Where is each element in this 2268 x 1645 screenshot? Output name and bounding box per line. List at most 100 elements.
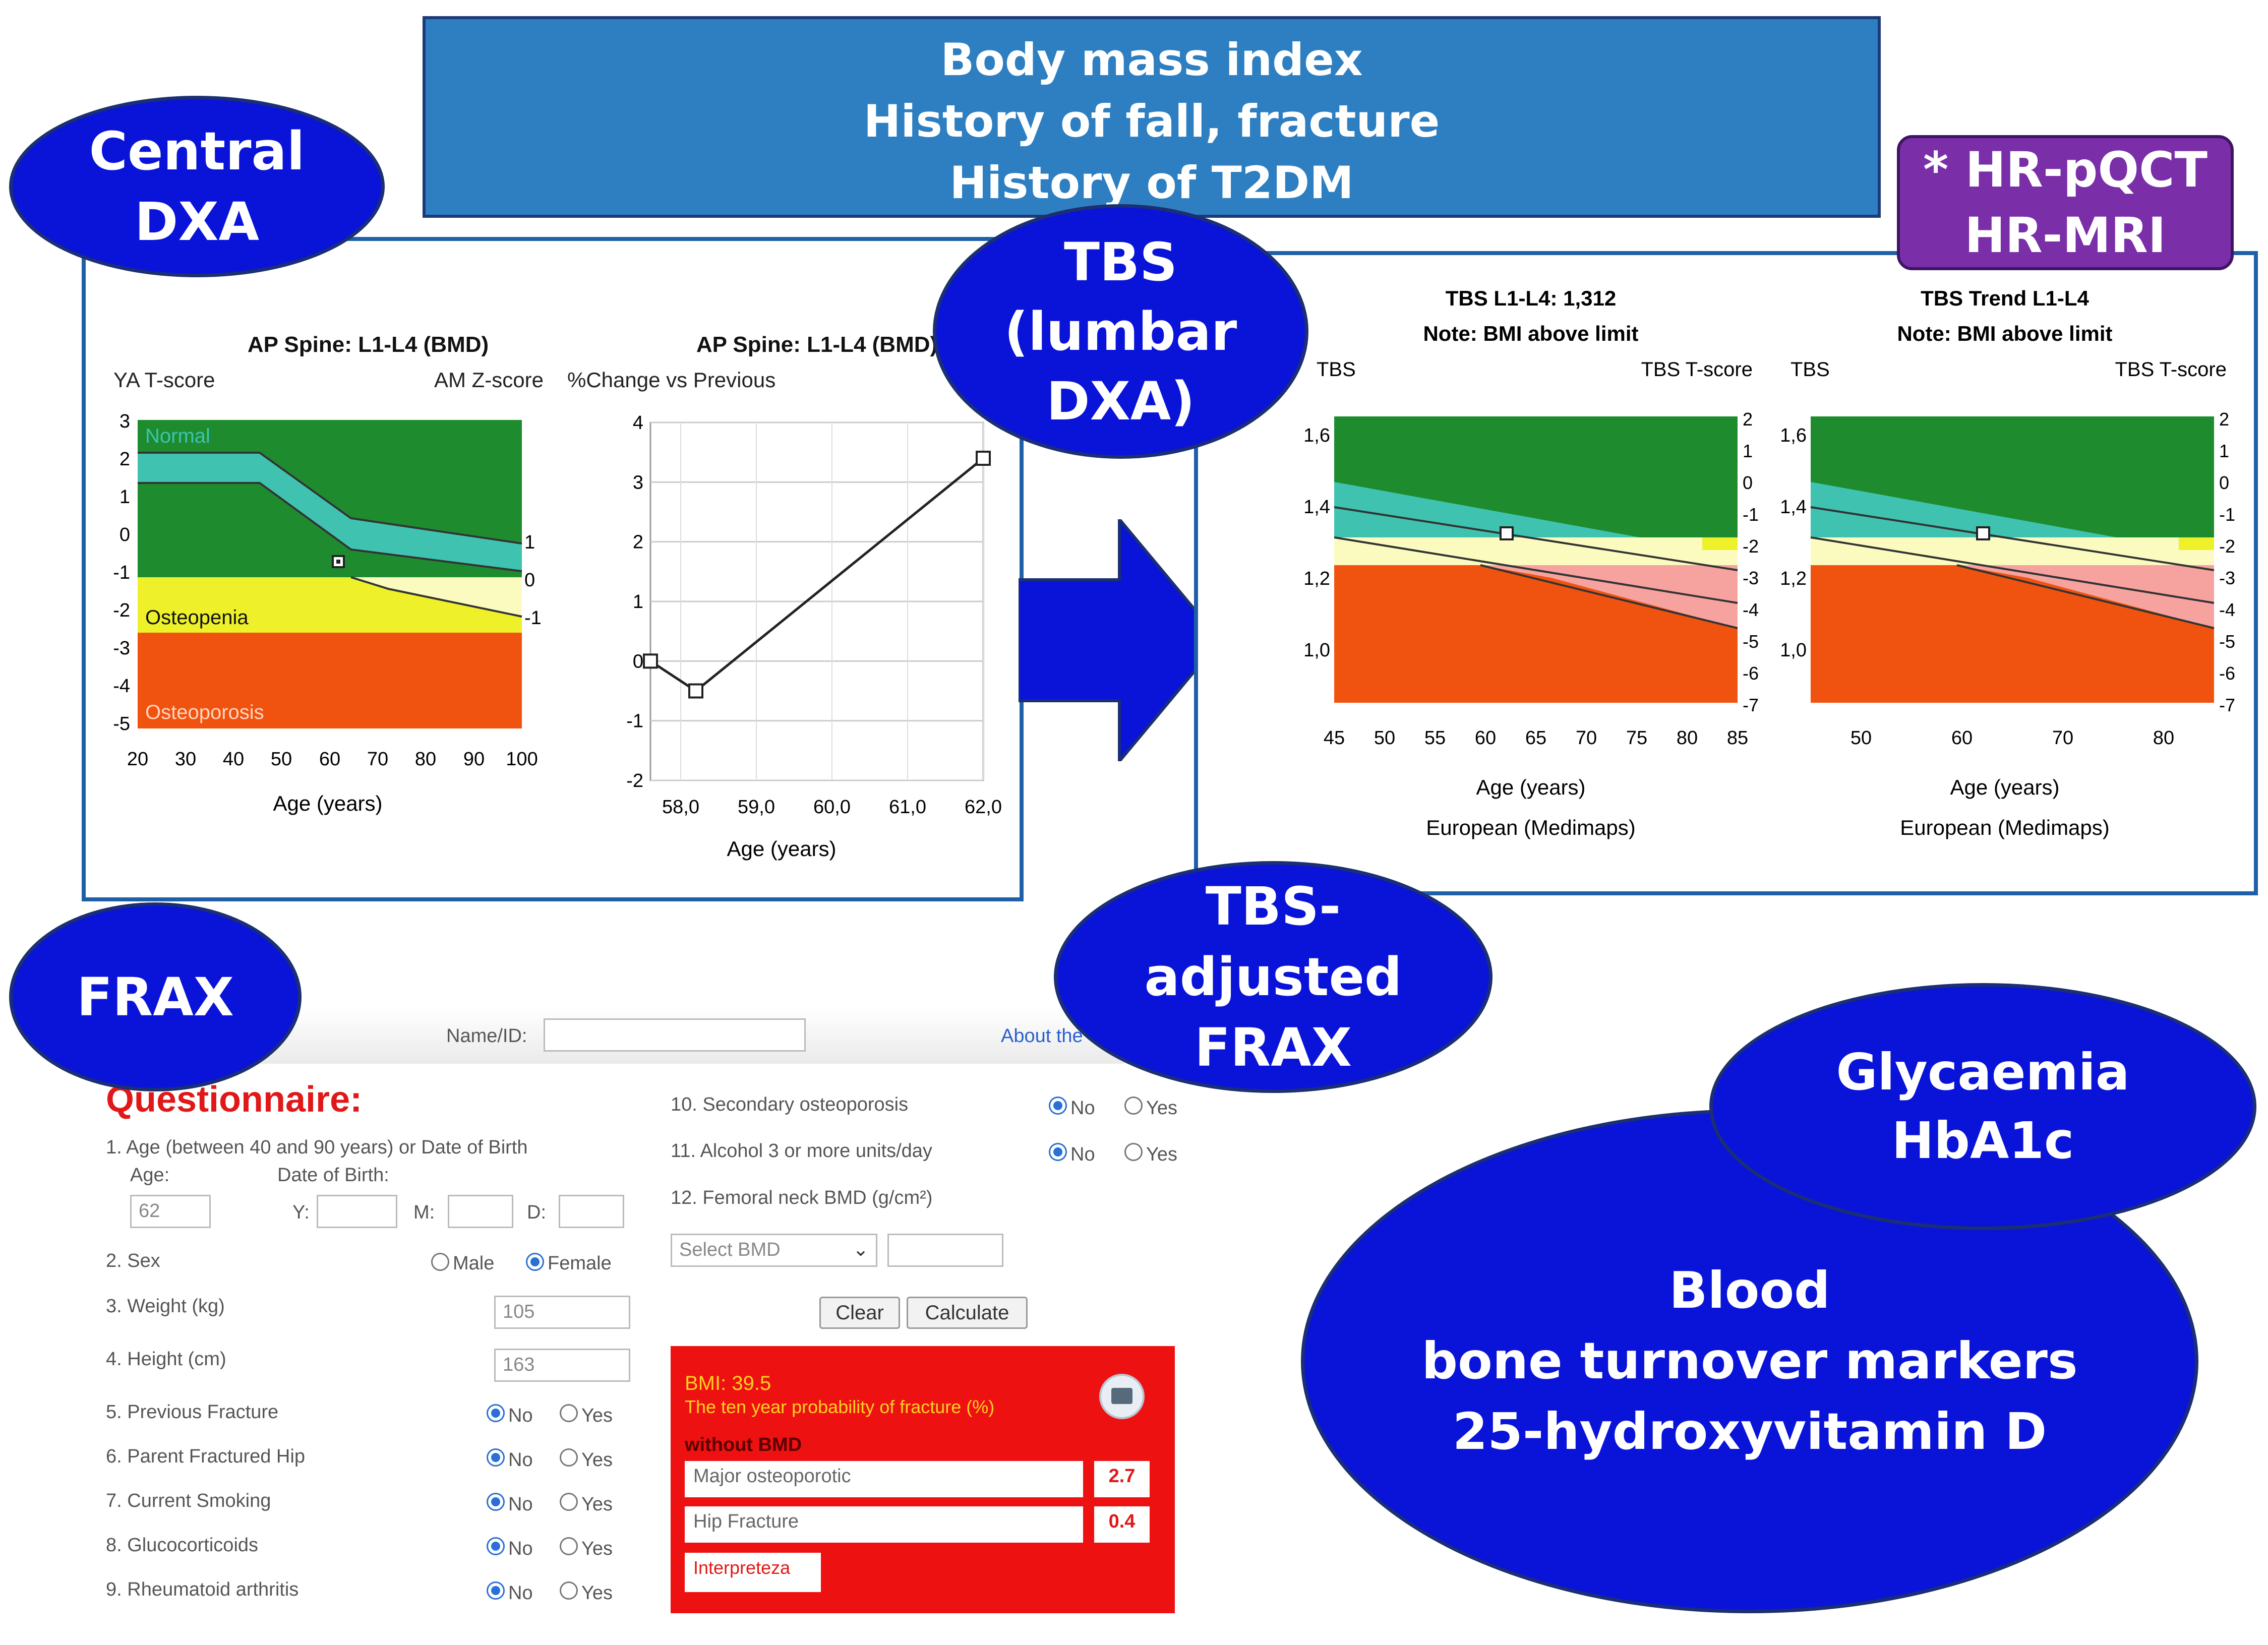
y-tick: -5 xyxy=(113,713,130,735)
weight-input[interactable]: 105 xyxy=(494,1296,630,1329)
q8-yes-radio[interactable] xyxy=(560,1537,578,1555)
name-id-input[interactable] xyxy=(544,1018,806,1052)
q5-no-radio[interactable] xyxy=(487,1404,505,1422)
right-arrow-icon xyxy=(1019,519,1222,761)
risk-factors-box: Body mass index History of fall, fractur… xyxy=(423,16,1881,218)
central-dxa-label: Central DXA xyxy=(9,96,385,277)
age-input[interactable]: 62 xyxy=(130,1195,211,1228)
blood-line3: 25-hydroxyvitamin D xyxy=(1452,1402,2047,1461)
q10-yes-radio[interactable] xyxy=(1124,1096,1143,1115)
ry-tick: 0 xyxy=(1743,472,1753,493)
dxa-chart1-title: AP Spine: L1-L4 (BMD) xyxy=(248,332,489,357)
interpret-button[interactable]: Interpreteza xyxy=(685,1553,821,1592)
tbs-chart2-title: TBS Trend L1-L4 xyxy=(1921,286,2089,310)
y-tick: -1 xyxy=(113,562,130,583)
ry-tick: -7 xyxy=(2219,695,2235,715)
ry-tick: -1 xyxy=(524,607,542,629)
frax-text: FRAX xyxy=(77,966,234,1028)
x-tick: 50 xyxy=(1374,727,1395,749)
y-tick: 0 xyxy=(120,524,130,545)
x-tick: 59,0 xyxy=(738,797,775,818)
q8-no-radio[interactable] xyxy=(487,1537,505,1555)
zone-osteoporosis-label: Osteoporosis xyxy=(145,701,264,723)
x-tick: 45 xyxy=(1324,727,1345,749)
q10-no-label: No xyxy=(1070,1098,1095,1119)
ry-tick: 1 xyxy=(1743,441,1753,461)
dxa-patient-marker-dot xyxy=(336,560,340,564)
y-tick: 1,6 xyxy=(1780,425,1807,446)
tbs-chart1-yticks: 1,6 1,4 1,2 1,0 xyxy=(1303,425,1330,661)
q10-no-radio[interactable] xyxy=(1049,1096,1067,1115)
clear-button[interactable]: Clear xyxy=(819,1297,900,1329)
tbs-chart2-zones xyxy=(1810,416,2215,703)
tbs-adjusted-frax-label: TBS- adjusted FRAX xyxy=(1054,861,1493,1093)
dxa-chart1-yticks: 3 2 1 0 -1 -2 -3 -4 -5 xyxy=(113,411,130,735)
x-tick: 62,0 xyxy=(965,797,1002,818)
q10-label: 10. Secondary osteoporosis xyxy=(671,1094,909,1115)
q9-no-radio[interactable] xyxy=(487,1581,505,1600)
tbs-chart1-right-label: TBS T-score xyxy=(1641,358,1753,381)
x-tick: 55 xyxy=(1424,727,1446,749)
tbs-ref-line-2 xyxy=(1334,536,1738,604)
dxa-chart2-subtitle: %Change vs Previous xyxy=(567,368,775,392)
q11-no-label: No xyxy=(1070,1144,1095,1165)
dob-year-input[interactable] xyxy=(317,1195,397,1228)
x-tick: 50 xyxy=(271,749,292,770)
q3-label: 3. Weight (kg) xyxy=(106,1296,225,1317)
q9-yes-radio[interactable] xyxy=(560,1581,578,1600)
ry-tick: -6 xyxy=(2219,663,2235,684)
q11-yes-label: Yes xyxy=(1146,1144,1177,1165)
q9-no-label: No xyxy=(508,1582,533,1604)
zone-normal-label: Normal xyxy=(145,425,210,447)
tbs-chart2-xticks: 50 60 70 80 xyxy=(1851,727,2174,749)
sex-female-radio[interactable] xyxy=(526,1253,544,1271)
calculate-button[interactable]: Calculate xyxy=(907,1297,1028,1329)
tbs2-ref-line-3 xyxy=(1956,564,2215,629)
bmd-select[interactable]: Select BMD ⌄ xyxy=(671,1234,877,1267)
without-bmd-label: without BMD xyxy=(685,1434,802,1455)
y-tick: 3 xyxy=(120,411,130,432)
x-tick: 70 xyxy=(1576,727,1597,749)
ry-tick: -2 xyxy=(2219,536,2235,557)
tbs-ref-line-3 xyxy=(1480,564,1738,629)
ry-tick: -2 xyxy=(1743,536,1759,557)
about-link[interactable]: About the xyxy=(1001,1025,1083,1047)
q6-yes-radio[interactable] xyxy=(560,1448,578,1467)
ry-tick: -6 xyxy=(1743,663,1759,684)
glycaemia-line2: HbA1c xyxy=(1891,1111,2074,1170)
x-tick: 85 xyxy=(1727,727,1748,749)
zone-osteopenia-label: Osteopenia xyxy=(145,606,249,629)
glycaemia-label: Glycaemia HbA1c xyxy=(1709,983,2256,1230)
dob-year-label: Y: xyxy=(292,1202,310,1223)
q6-label: 6. Parent Fractured Hip xyxy=(106,1446,305,1467)
ry-tick: -3 xyxy=(2219,568,2235,588)
q6-no-radio[interactable] xyxy=(487,1448,505,1467)
bmd-input[interactable] xyxy=(887,1234,1003,1267)
y-tick: 2 xyxy=(120,449,130,470)
sex-male-radio[interactable] xyxy=(431,1253,449,1271)
print-button[interactable] xyxy=(1099,1374,1145,1419)
x-tick: 70 xyxy=(367,749,388,770)
dob-day-input[interactable] xyxy=(559,1195,624,1228)
q11-yes-radio[interactable] xyxy=(1124,1143,1143,1161)
x-tick: 80 xyxy=(415,749,436,770)
dxa-chart2-xlabel: Age (years) xyxy=(727,837,836,861)
y-tick: -2 xyxy=(626,770,643,791)
q2-label: 2. Sex xyxy=(106,1250,160,1271)
tbs-chart1-left-label: TBS xyxy=(1317,358,1356,381)
height-input[interactable]: 163 xyxy=(494,1349,630,1382)
q7-no-radio[interactable] xyxy=(487,1493,505,1511)
q11-no-radio[interactable] xyxy=(1049,1143,1067,1161)
dob-month-input[interactable] xyxy=(448,1195,513,1228)
tbs2-ref-line-2 xyxy=(1810,536,2215,604)
q8-label: 8. Glucocorticoids xyxy=(106,1535,259,1556)
x-tick: 61,0 xyxy=(889,797,926,818)
tbs2-patient-marker xyxy=(1976,526,1990,540)
frax-label: FRAX xyxy=(9,902,302,1091)
data-point xyxy=(976,451,991,466)
q5-no-label: No xyxy=(508,1405,533,1426)
tbs-chart2-left-label: TBS xyxy=(1790,358,1830,381)
q7-yes-radio[interactable] xyxy=(560,1493,578,1511)
q5-yes-radio[interactable] xyxy=(560,1404,578,1422)
major-osteoporotic-label: Major osteoporotic xyxy=(685,1461,1083,1497)
